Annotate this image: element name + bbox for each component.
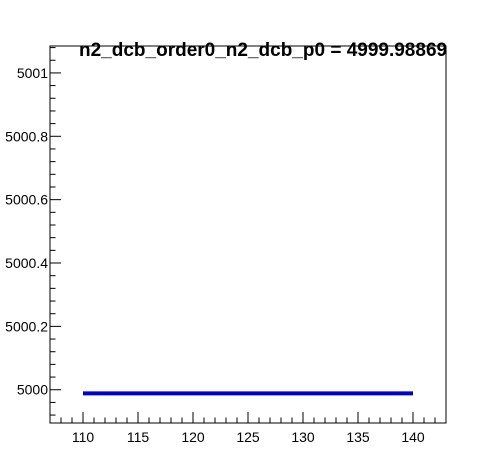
x-tick-label: 140 — [401, 429, 425, 445]
y-axis: 5000 5000.2 5000.4 5000.6 5000.8 5001 — [5, 47, 61, 416]
x-tick-label: 135 — [346, 429, 370, 445]
x-tick-label: 115 — [127, 429, 150, 445]
y-tick-label: 5000.4 — [5, 255, 48, 271]
y-tick-label: 5000.2 — [5, 318, 48, 334]
x-axis: 110 115 120 125 130 135 140 — [49, 412, 447, 445]
y-tick-label: 5001 — [17, 65, 48, 81]
y-tick-label: 5000.6 — [5, 192, 48, 208]
x-tick-label: 125 — [236, 429, 260, 445]
x-tick-label: 120 — [181, 429, 205, 445]
y-tick-label: 5000 — [17, 382, 48, 398]
x-tick-label: 110 — [72, 429, 95, 445]
y-tick-label: 5000.8 — [5, 128, 48, 144]
chart-title: n2_dcb_order0_n2_dcb_p0 = 4999.98869 — [79, 40, 447, 61]
x-tick-label: 130 — [291, 429, 315, 445]
